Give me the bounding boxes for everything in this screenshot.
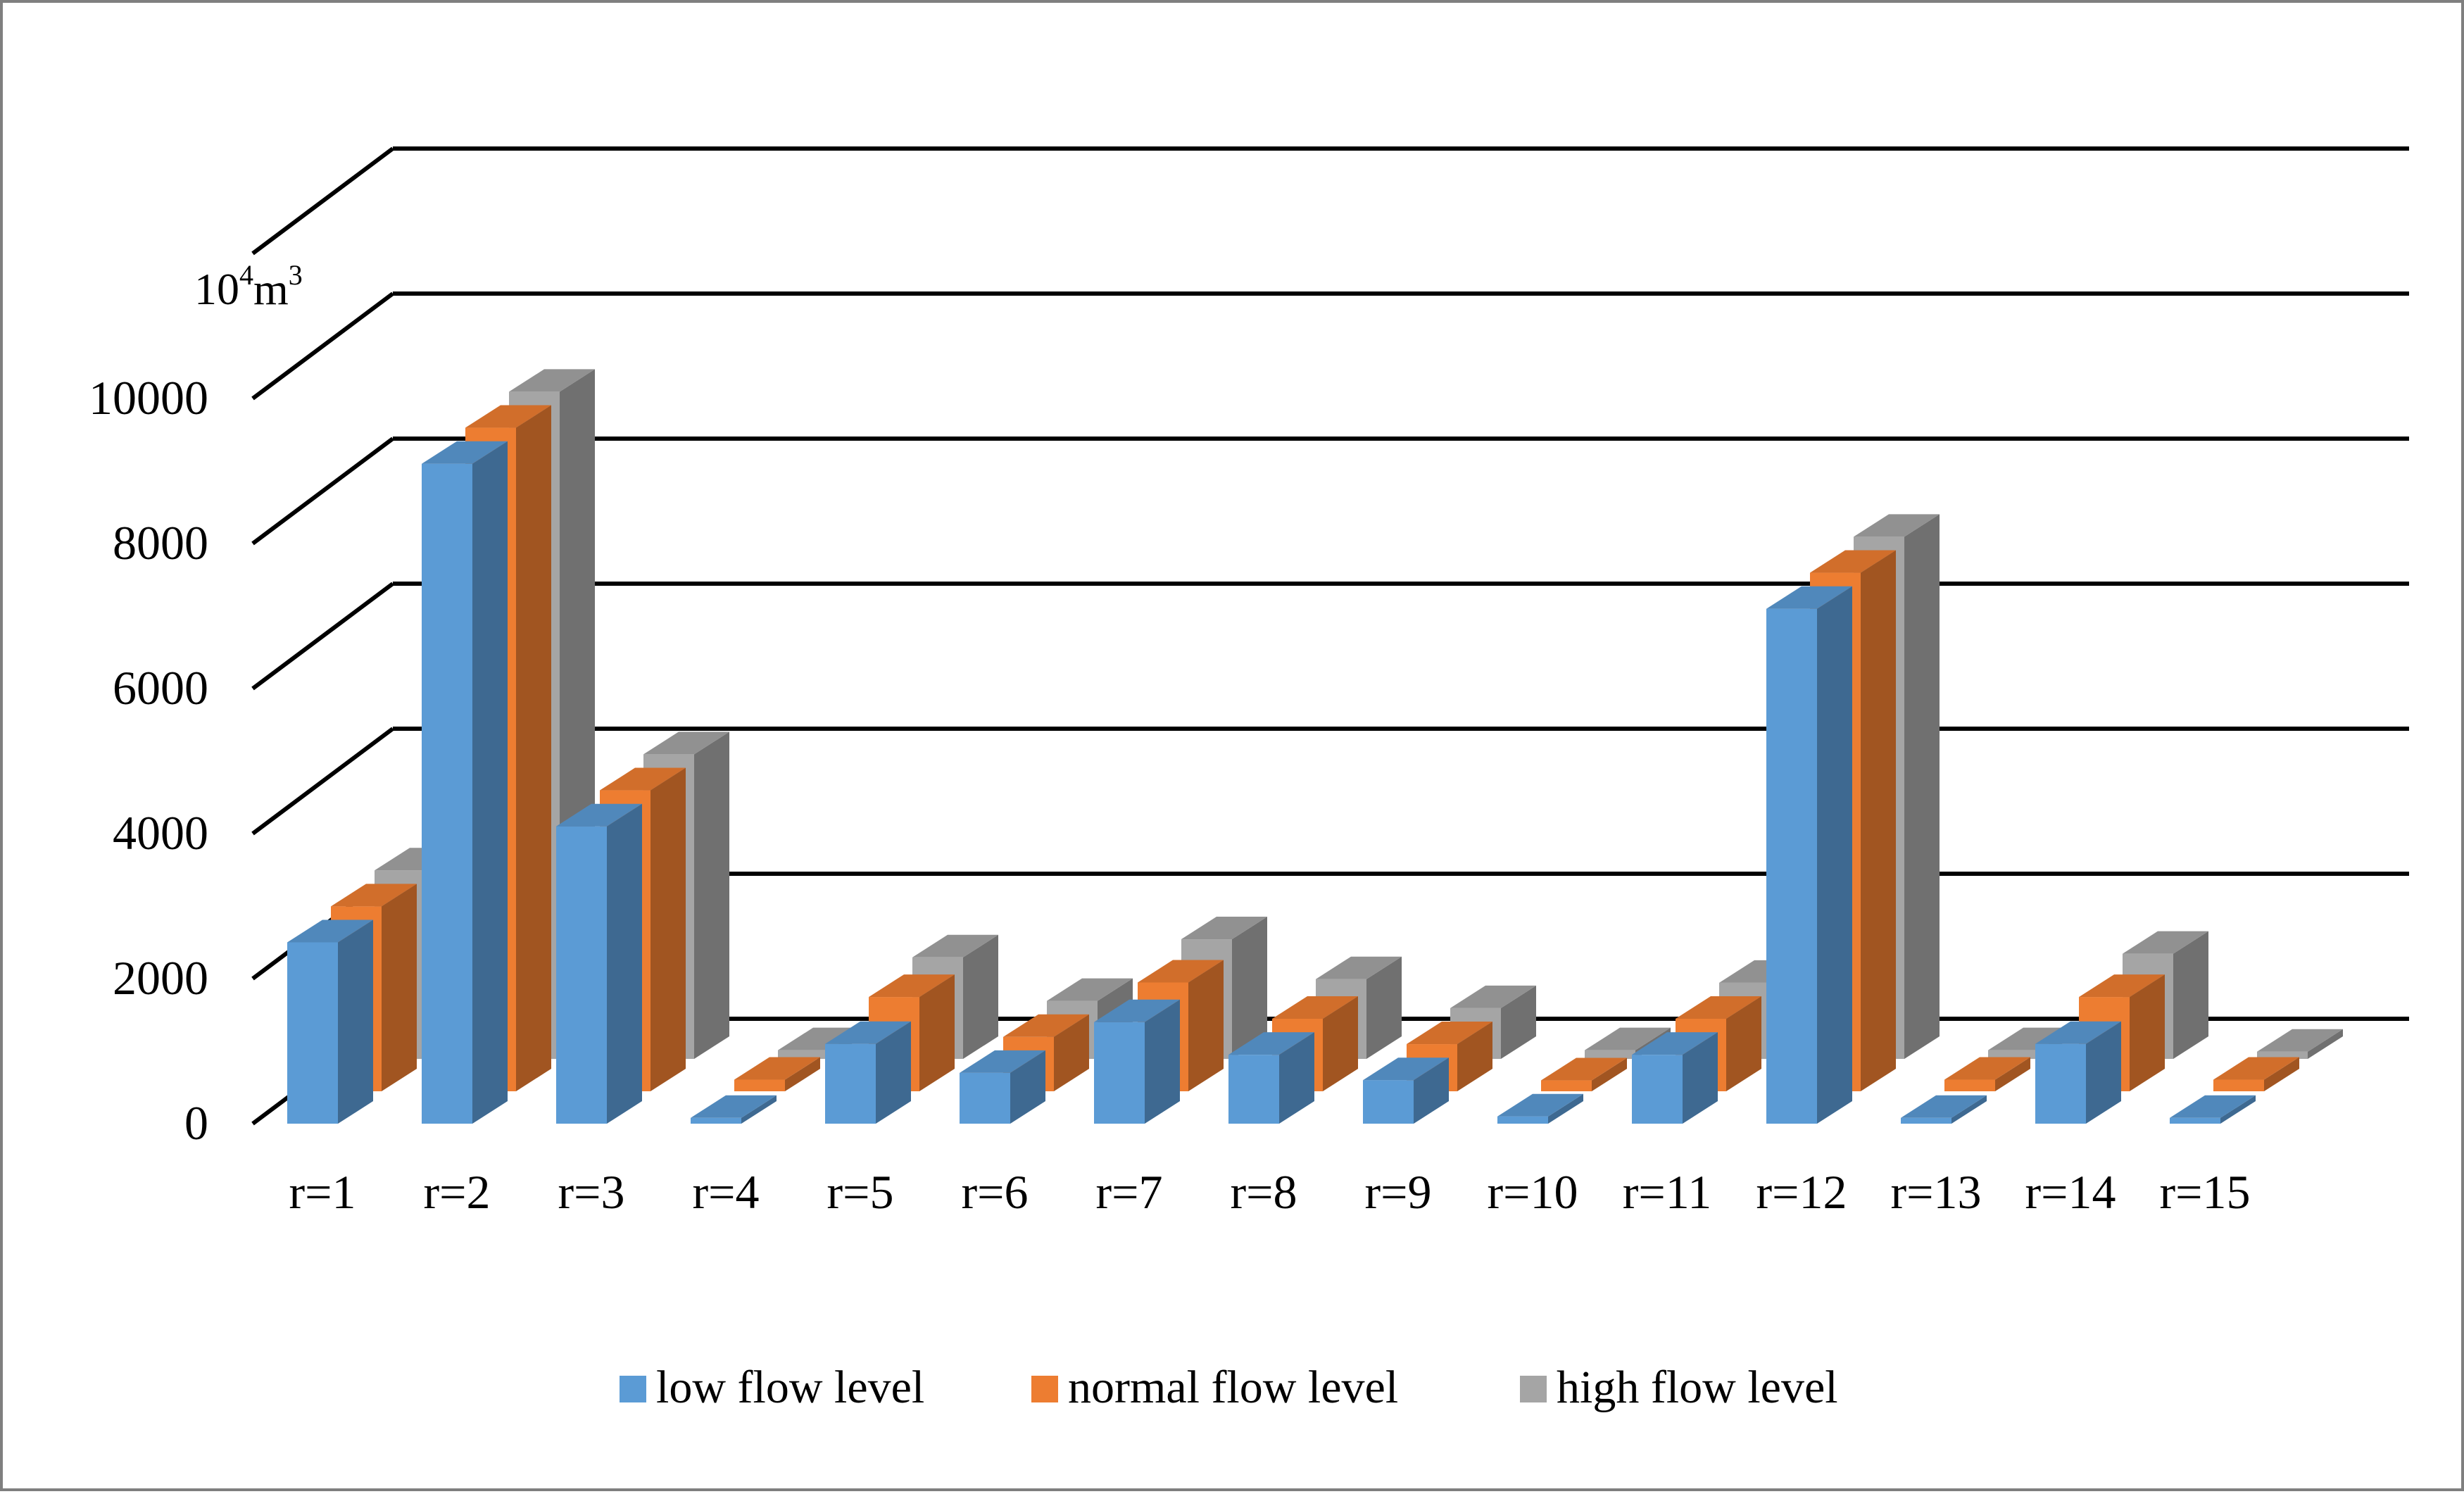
bar-low-flow-level-r=12	[1766, 586, 1852, 1124]
bar-low-flow-level-r=5	[825, 1021, 911, 1124]
x-tick-label: r=5	[827, 1165, 894, 1219]
legend-item: normal flow level	[1031, 1362, 1398, 1413]
bar-high-flow-level-r=15	[2257, 1029, 2343, 1059]
x-tick-label: r=13	[1891, 1165, 1982, 1219]
legend-label: low flow level	[656, 1362, 924, 1413]
bar-low-flow-level-r=1	[287, 919, 373, 1124]
y-tick-label: 0	[184, 1096, 208, 1150]
x-tick-label: r=9	[1365, 1165, 1432, 1219]
bar-low-flow-level-r=2	[422, 441, 508, 1124]
x-tick-label: r=14	[2025, 1165, 2116, 1219]
bar-low-flow-level-r=4	[691, 1095, 777, 1124]
bar-low-flow-level-r=14	[2035, 1021, 2121, 1124]
bar-low-flow-level-r=9	[1363, 1057, 1449, 1124]
bar-low-flow-level-r=8	[1228, 1032, 1314, 1124]
y-tick-label: 4000	[113, 806, 208, 860]
x-tick-label: r=7	[1096, 1165, 1163, 1219]
bar-low-flow-level-r=11	[1632, 1032, 1718, 1124]
bar-normal-flow-level-r=4	[734, 1057, 820, 1091]
legend-label: high flow level	[1557, 1362, 1838, 1413]
legend-item: low flow level	[620, 1362, 924, 1413]
category-labels: r=1 r=2 r=3 r=4 r=5 r=6 r=7 r=8 r=9 r=10 r=11 r=12 r…	[289, 1165, 2251, 1219]
legend-swatch	[1031, 1376, 1058, 1402]
y-tick-label: 8000	[113, 516, 208, 570]
bars	[287, 369, 2343, 1124]
y-axis-labels: 0 2000 4000 6000 8000 10000	[89, 371, 208, 1150]
bar-low-flow-level-r=6	[960, 1050, 1045, 1124]
gridline	[251, 146, 2409, 256]
y-tick-label: 2000	[113, 951, 208, 1005]
x-tick-label: r=6	[962, 1165, 1029, 1219]
y-tick-label: 10000	[89, 371, 208, 425]
legend-item: high flow level	[1520, 1362, 1838, 1413]
legend: low flow level normal flow level high flow…	[620, 1362, 1838, 1413]
x-tick-label: r=8	[1231, 1165, 1297, 1219]
bar-normal-flow-level-r=13	[1944, 1057, 2030, 1091]
x-tick-label: r=12	[1756, 1165, 1847, 1219]
gridline	[251, 582, 2409, 691]
bar-low-flow-level-r=13	[1901, 1095, 1987, 1124]
bar-low-flow-level-r=15	[2170, 1095, 2256, 1124]
bar-low-flow-level-r=3	[556, 803, 642, 1124]
gridline	[251, 727, 2409, 836]
x-tick-label: r=10	[1488, 1165, 1578, 1219]
y-tick-label: 6000	[113, 661, 208, 715]
legend-label: normal flow level	[1068, 1362, 1398, 1413]
legend-swatch	[620, 1376, 646, 1402]
bar-normal-flow-level-r=10	[1541, 1057, 1627, 1091]
x-tick-label: r=11	[1623, 1165, 1711, 1219]
legend-swatch	[1520, 1376, 1547, 1402]
bar-low-flow-level-r=7	[1094, 999, 1180, 1124]
x-tick-label: r=1	[289, 1165, 356, 1219]
x-tick-label: r=2	[424, 1165, 491, 1219]
bar-low-flow-level-r=10	[1497, 1093, 1583, 1124]
bar-normal-flow-level-r=15	[2213, 1057, 2299, 1091]
gridline	[251, 437, 2409, 546]
x-tick-label: r=4	[693, 1165, 760, 1219]
x-tick-label: r=15	[2160, 1165, 2251, 1219]
gridline	[251, 291, 2409, 401]
y-unit-label: 104m3	[194, 259, 303, 314]
x-tick-label: r=3	[558, 1165, 625, 1219]
